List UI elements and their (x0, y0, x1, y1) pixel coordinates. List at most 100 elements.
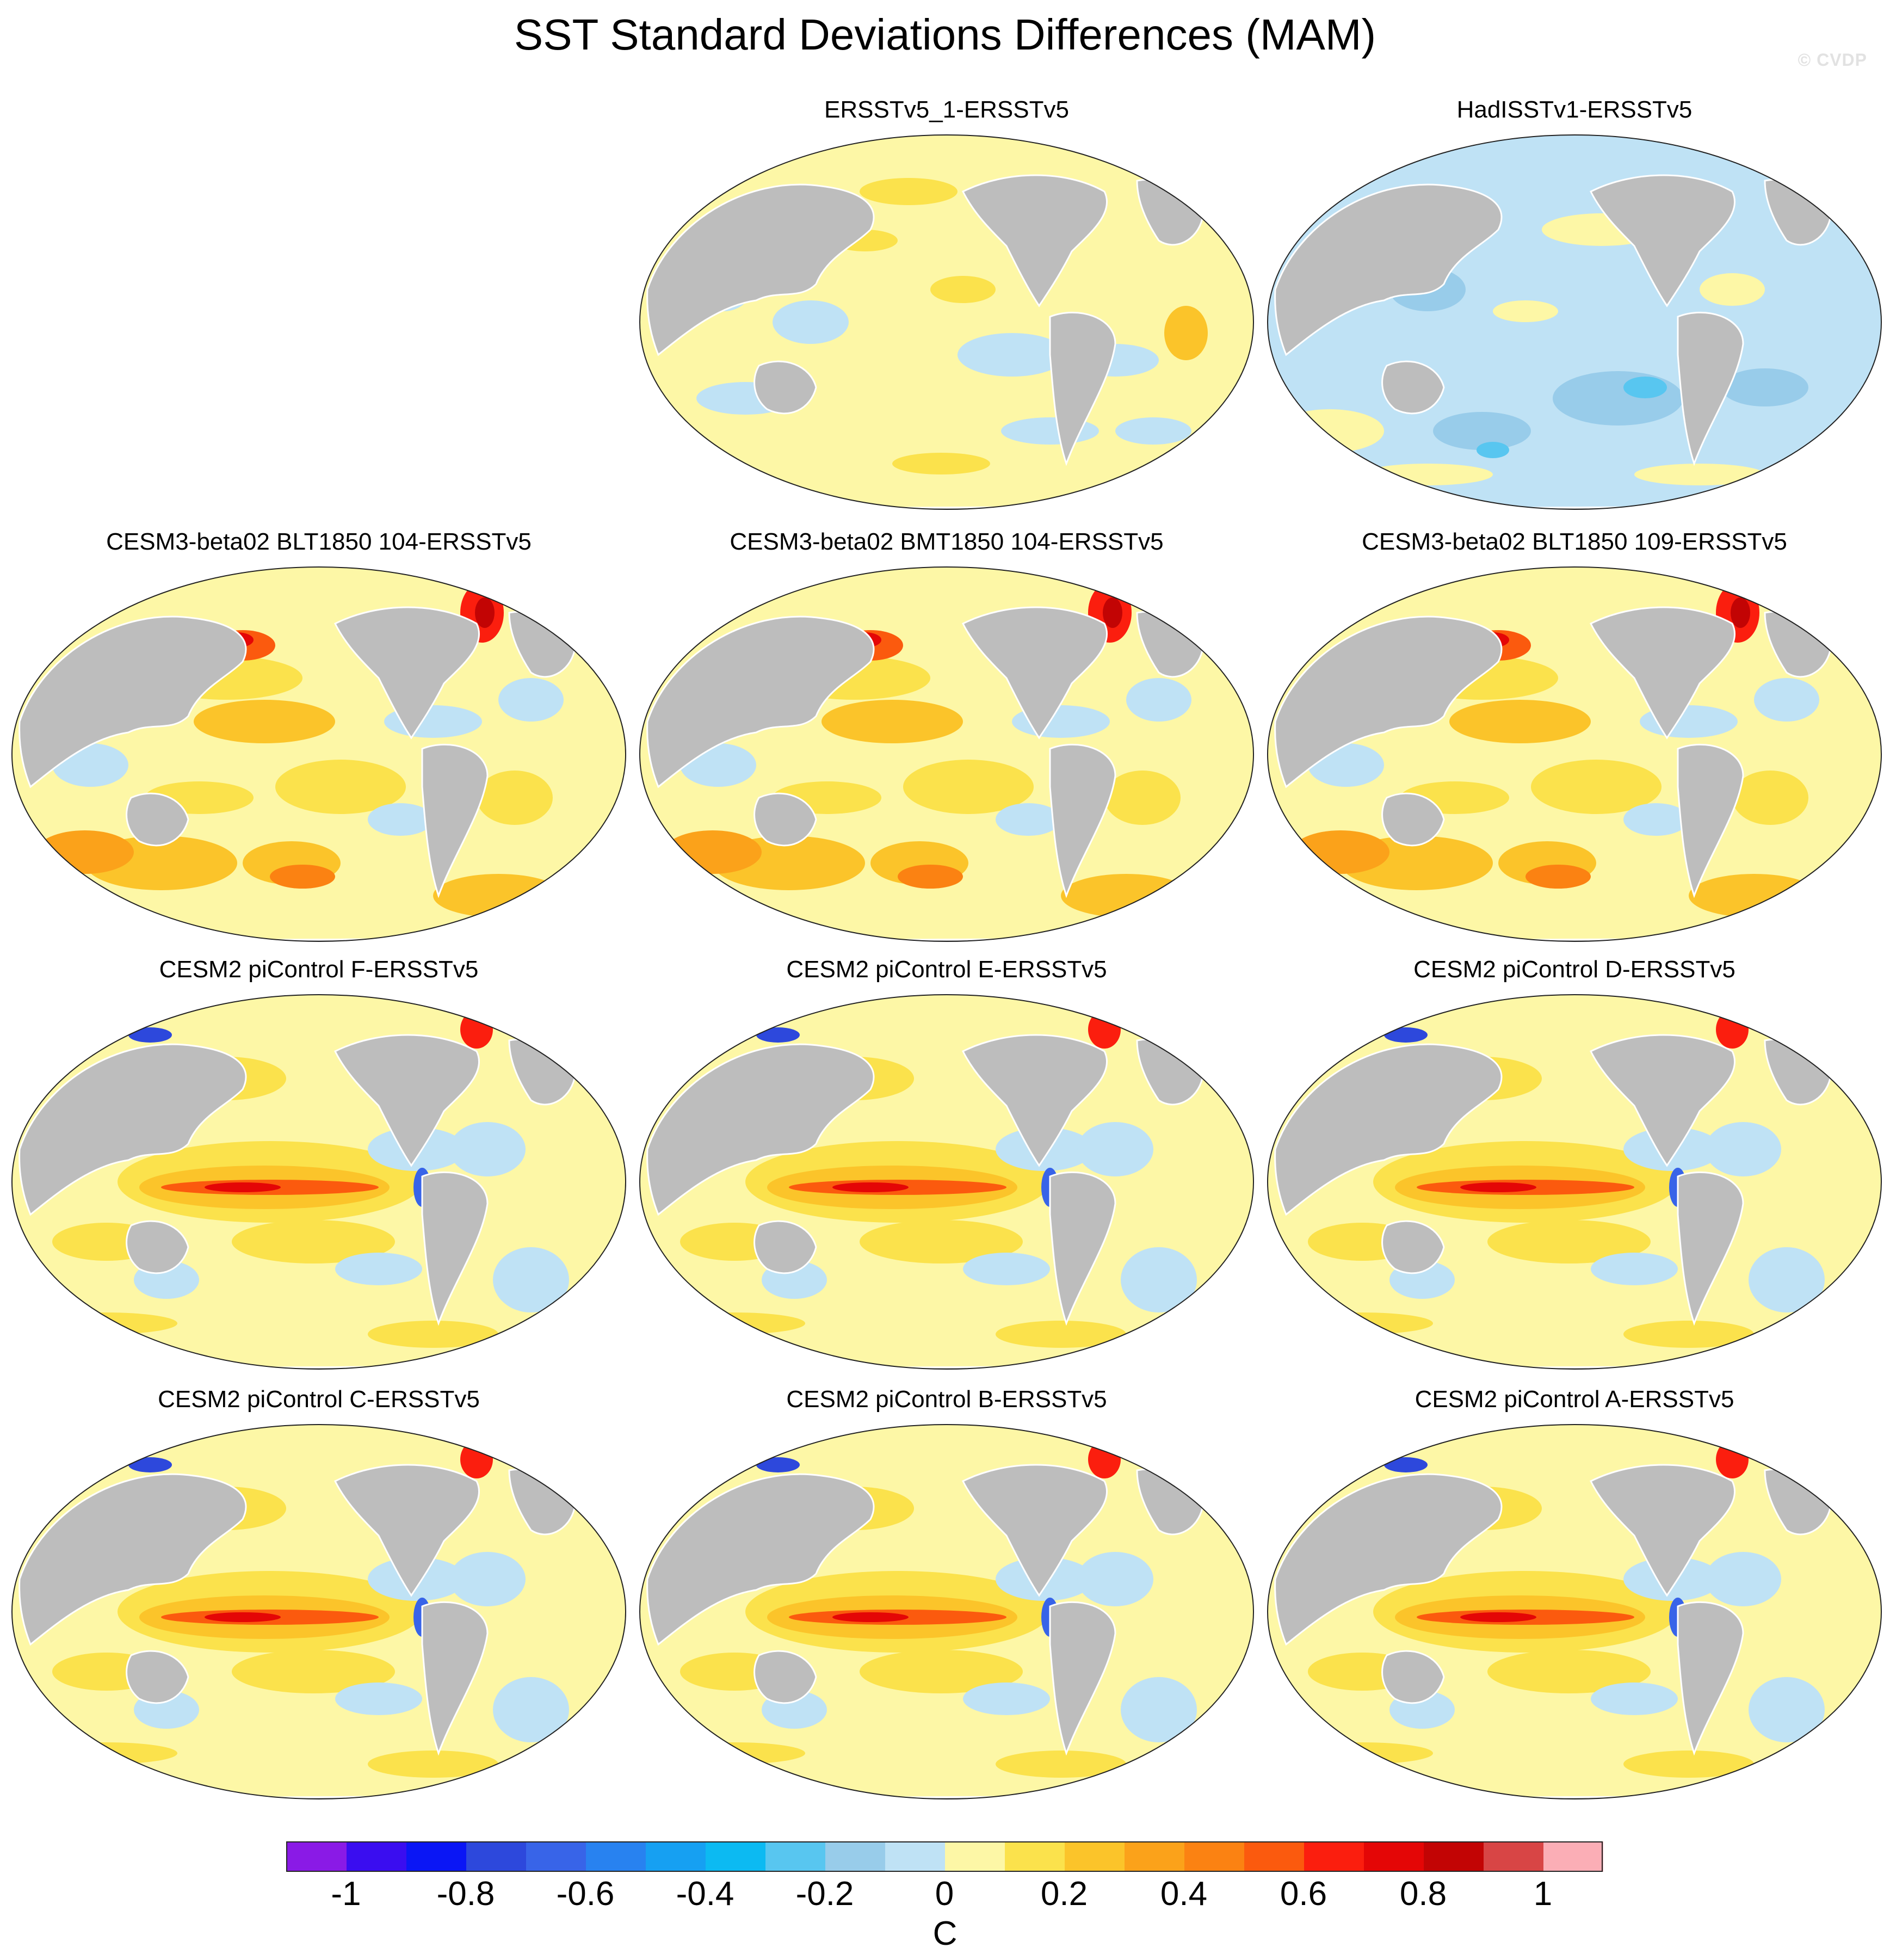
sst-anomaly-contour (1716, 1010, 1749, 1049)
map-panel: CESM3-beta02 BLT1850 104-ERSSTv5 (9, 526, 629, 956)
land-mask (646, 1043, 875, 1216)
colorbar-box (1543, 1841, 1603, 1872)
land-mask (1677, 311, 1744, 466)
map-border (1267, 994, 1882, 1370)
sst-anomaly-contour (1700, 273, 1765, 306)
sst-anomaly-contour (1705, 1552, 1781, 1606)
sst-anomaly-contour (477, 771, 553, 825)
sst-anomaly-contour (1362, 464, 1493, 485)
sst-anomaly-contour (1623, 1751, 1754, 1778)
sst-anomaly-contour (1275, 409, 1384, 453)
colorbar-tick-label: -0.2 (795, 1875, 854, 1913)
colorbar-box (585, 1841, 646, 1872)
land-mask (1296, 936, 1842, 941)
sst-difference-map (1267, 994, 1882, 1370)
sst-anomaly-contour (1754, 678, 1819, 722)
sst-anomaly-contour (1126, 678, 1191, 722)
colorbar-tick-label: 1 (1533, 1875, 1553, 1913)
map-panel: ERSSTv5_1-ERSSTv5 (637, 94, 1257, 523)
sst-difference-map (639, 994, 1254, 1370)
land-mask (1589, 606, 1736, 739)
sst-anomaly-contour (36, 830, 134, 874)
land-mask (126, 1220, 189, 1274)
colorbar-unit: C (932, 1915, 958, 1952)
sst-anomaly-contour (1061, 874, 1191, 917)
land-mask (753, 1220, 817, 1274)
land-mask (961, 1034, 1108, 1167)
panel-title: CESM3-beta02 BMT1850 104-ERSSTv5 (730, 528, 1164, 555)
land-mask (669, 504, 1214, 509)
sst-anomaly-contour (1487, 1220, 1651, 1263)
land-mask (333, 1034, 480, 1167)
sst-difference-map (1267, 566, 1882, 942)
colorbar-tick-label: 0.8 (1399, 1875, 1447, 1913)
sst-anomaly-contour (460, 1440, 493, 1478)
colorbar-tick-label: 0 (935, 1875, 954, 1913)
colorbar-tick-label: -0.8 (436, 1875, 495, 1913)
sst-anomaly-contour (963, 1253, 1050, 1285)
land-mask (1049, 743, 1116, 898)
land-mask (1049, 1171, 1116, 1326)
sst-anomaly-contour (36, 1742, 177, 1764)
colorbar-tick-label: 0.4 (1160, 1875, 1208, 1913)
sst-anomaly-contour (1591, 1253, 1678, 1285)
sst-anomaly-contour (664, 1742, 805, 1764)
land-mask (1589, 174, 1736, 307)
colorbar-box (526, 1841, 586, 1872)
land-mask (646, 615, 875, 788)
colorbar-box (1363, 1841, 1424, 1872)
sst-anomaly-contour (996, 1321, 1126, 1348)
land-mask (1589, 1034, 1736, 1167)
land-mask (753, 1650, 817, 1704)
sst-anomaly-contour (449, 1552, 526, 1606)
panel-title: ERSSTv5_1-ERSSTv5 (824, 96, 1069, 123)
sst-anomaly-contour (1705, 1122, 1781, 1176)
panel-title: HadISSTv1-ERSSTv5 (1456, 96, 1693, 123)
sst-difference-map (11, 566, 626, 942)
map-panel: CESM2 piControl E-ERSSTv5 (637, 953, 1257, 1383)
map-panel: CESM2 piControl B-ERSSTv5 (637, 1383, 1257, 1813)
map-panel: CESM3-beta02 BLT1850 109-ERSSTv5 (1264, 526, 1885, 956)
land-mask (333, 1464, 480, 1597)
map-panel: CESM2 piControl C-ERSSTv5 (9, 1383, 629, 1813)
sst-anomaly-contour (1121, 1677, 1197, 1742)
sst-anomaly-contour (498, 678, 564, 722)
sst-anomaly-contour (996, 803, 1061, 836)
sst-anomaly-contour (1384, 1027, 1428, 1043)
land-mask (18, 615, 247, 788)
map-border (639, 134, 1254, 510)
land-mask (1589, 1464, 1736, 1597)
map-border (11, 566, 626, 942)
sst-anomaly-contour (1591, 1682, 1678, 1715)
sst-anomaly-contour (898, 865, 963, 889)
figure-title: SST Standard Deviations Differences (MAM… (514, 10, 1376, 59)
sst-anomaly-contour (903, 760, 1034, 814)
map-panel: CESM2 piControl D-ERSSTv5 (1264, 953, 1885, 1383)
map-border (1267, 566, 1882, 942)
colorbar-tick-label: 0.2 (1040, 1875, 1088, 1913)
map-border (11, 994, 626, 1370)
land-mask (1049, 1601, 1116, 1756)
colorbar (286, 1841, 1603, 1872)
sst-anomaly-contour (1460, 1182, 1536, 1192)
colorbar-box (1004, 1841, 1065, 1872)
sst-anomaly-contour (822, 700, 963, 743)
colorbar-box (1064, 1841, 1125, 1872)
colorbar-tick-label: -1 (331, 1875, 361, 1913)
land-mask (1296, 1364, 1842, 1369)
sst-difference-map (639, 1424, 1254, 1799)
colorbar-box (825, 1841, 885, 1872)
sst-anomaly-contour (756, 1457, 800, 1472)
sst-anomaly-contour (1493, 300, 1558, 322)
sst-anomaly-contour (1749, 1247, 1825, 1312)
land-mask (961, 1464, 1108, 1597)
sst-anomaly-contour (892, 453, 990, 474)
colorbar-box (944, 1841, 1005, 1872)
land-mask (1274, 183, 1503, 356)
land-mask (1296, 504, 1842, 509)
colorbar-box (885, 1841, 945, 1872)
sst-anomaly-contour (1433, 412, 1531, 450)
sst-anomaly-contour (1121, 1247, 1197, 1312)
sst-anomaly-contour (335, 1682, 422, 1715)
sst-anomaly-contour (832, 1612, 909, 1622)
